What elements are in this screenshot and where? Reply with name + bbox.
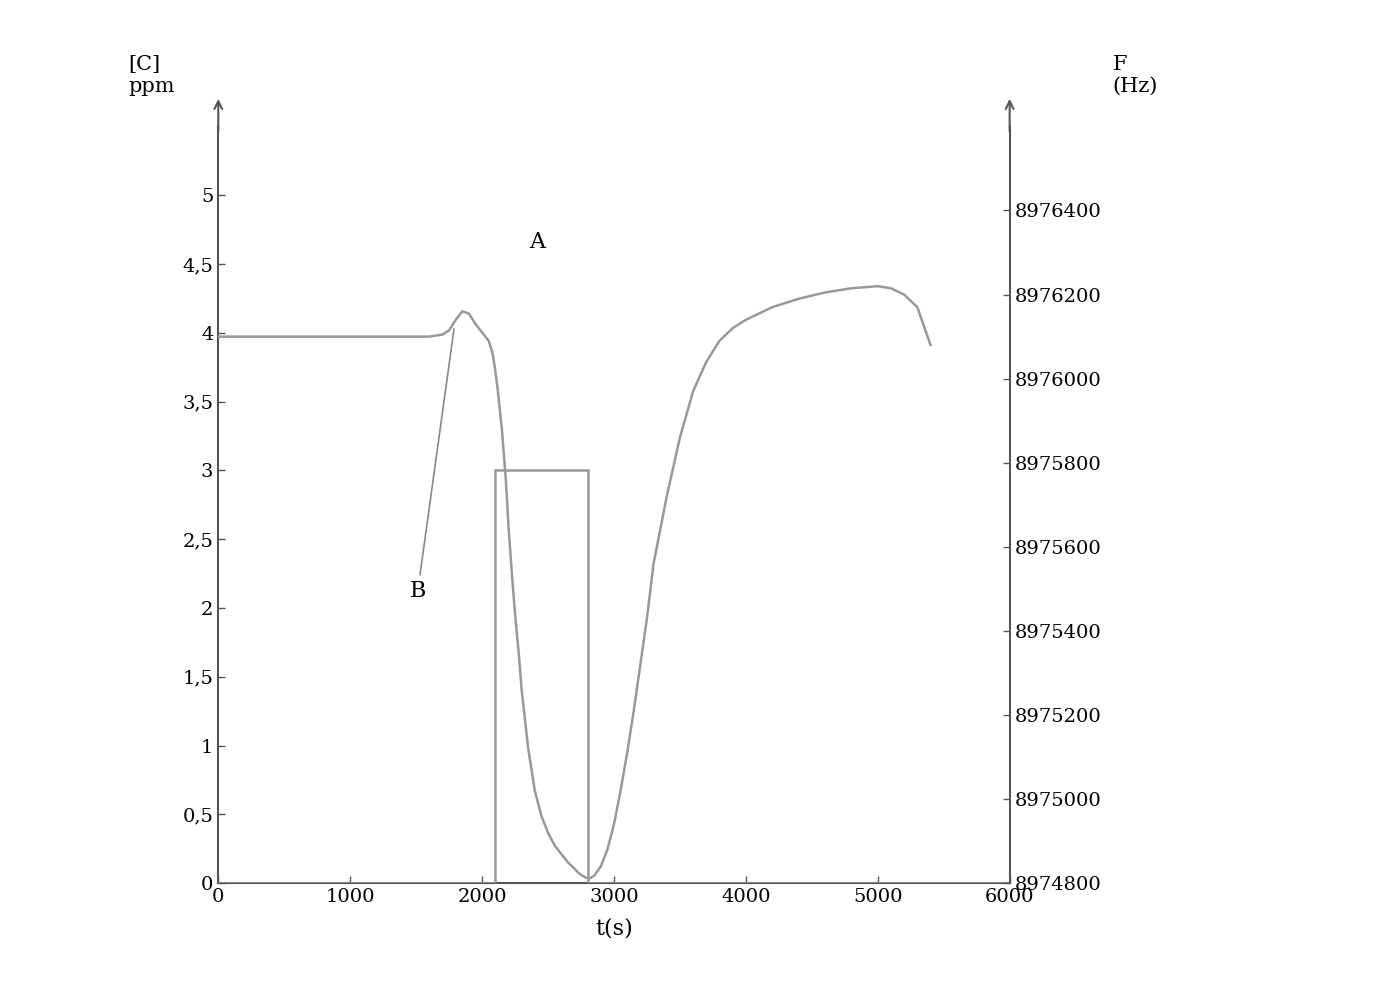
- X-axis label: t(s): t(s): [595, 917, 633, 939]
- Text: B: B: [409, 329, 453, 602]
- Text: F
(Hz): F (Hz): [1113, 55, 1157, 96]
- Text: [C]
ppm: [C] ppm: [128, 55, 175, 96]
- Text: A: A: [530, 232, 545, 253]
